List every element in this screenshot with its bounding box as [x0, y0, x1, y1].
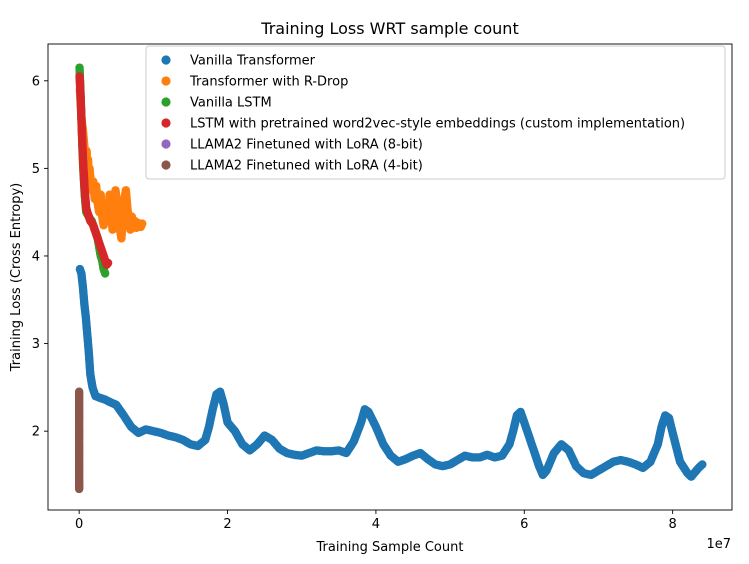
legend-entry-label: Vanilla Transformer: [190, 54, 316, 69]
legend-entry-label: Vanilla LSTM: [190, 96, 272, 111]
y-tick-label: 4: [32, 249, 40, 264]
y-tick-label: 2: [32, 425, 40, 440]
legend-marker: [161, 55, 171, 65]
x-axis-label: Training Sample Count: [316, 540, 464, 555]
legend-marker: [161, 160, 171, 170]
legend-marker: [161, 97, 171, 107]
series-5: [74, 387, 84, 494]
x-axis-offset-label: 1e7: [706, 537, 731, 552]
legend-marker: [161, 76, 171, 86]
y-tick-label: 6: [32, 74, 40, 89]
y-axis-label: Training Loss (Cross Entropy): [9, 183, 24, 373]
x-tick-label: 8: [669, 517, 677, 532]
legend-entry-label: LSTM with pretrained word2vec-style embe…: [190, 117, 685, 132]
series-0: [75, 264, 707, 481]
chart-title: Training Loss WRT sample count: [260, 19, 518, 38]
plot-frame: [47, 43, 733, 511]
x-tick-label: 2: [223, 517, 231, 532]
legend-entry-label: LLAMA2 Finetuned with LoRA (4-bit): [190, 159, 423, 174]
legend-marker: [161, 118, 171, 128]
y-tick-label: 5: [32, 162, 40, 177]
x-tick-label: 0: [75, 517, 83, 532]
data-point: [74, 484, 84, 494]
data-point: [138, 219, 147, 228]
series-3: [75, 72, 113, 269]
x-tick-label: 4: [372, 517, 380, 532]
legend-entry-label: LLAMA2 Finetuned with LoRA (8-bit): [190, 138, 423, 153]
data-point: [698, 460, 707, 469]
x-tick-label: 6: [520, 517, 528, 532]
legend-marker: [161, 139, 171, 149]
legend-entry-label: Transformer with R-Drop: [189, 75, 348, 90]
y-tick-label: 3: [32, 337, 40, 352]
legend: Vanilla Transformer Transformer with R-Dr…: [145, 45, 726, 180]
series-1: [75, 85, 147, 243]
legend-box: [145, 45, 726, 180]
data-point: [100, 269, 110, 278]
data-point: [103, 258, 113, 268]
